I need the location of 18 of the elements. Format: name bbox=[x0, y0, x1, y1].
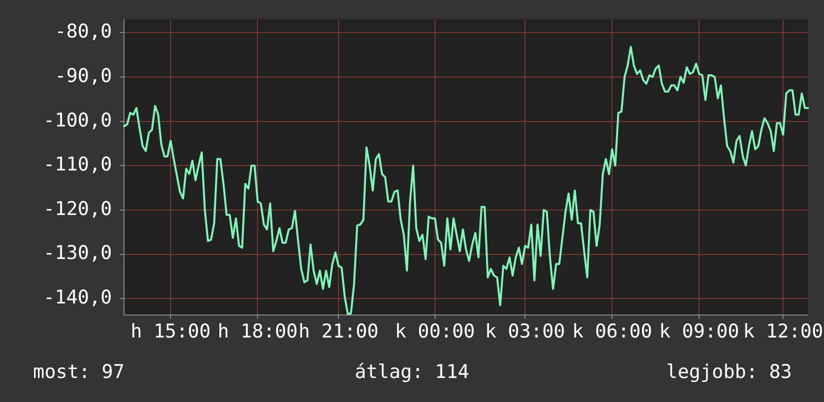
y-tick-label: -80,0 bbox=[54, 20, 112, 43]
x-tick-label: h 15:00 bbox=[130, 320, 211, 342]
y-tick-label: -110,0 bbox=[43, 154, 112, 176]
x-tick-label: h 21:00 bbox=[298, 320, 379, 342]
y-tick-label: -100,0 bbox=[43, 109, 112, 132]
y-tick-label: -140,0 bbox=[43, 286, 112, 309]
x-tick-label: h 18:00 bbox=[218, 320, 298, 342]
x-tick-label: k 12:00 bbox=[743, 320, 824, 342]
x-tick-label: k 00:00 bbox=[394, 320, 475, 342]
x-tick-label: k 06:00 bbox=[572, 320, 652, 342]
y-tick-label: -90,0 bbox=[54, 64, 112, 87]
y-tick-label: -120,0 bbox=[43, 198, 112, 220]
x-tick-label: k 03:00 bbox=[485, 320, 566, 342]
x-tick-label: k 09:00 bbox=[659, 320, 740, 342]
text: most: 97 bbox=[33, 361, 125, 383]
text: legjobb: 83 bbox=[666, 361, 792, 383]
text: átlag: 114 bbox=[354, 361, 470, 383]
y-tick-label: -130,0 bbox=[43, 242, 112, 264]
